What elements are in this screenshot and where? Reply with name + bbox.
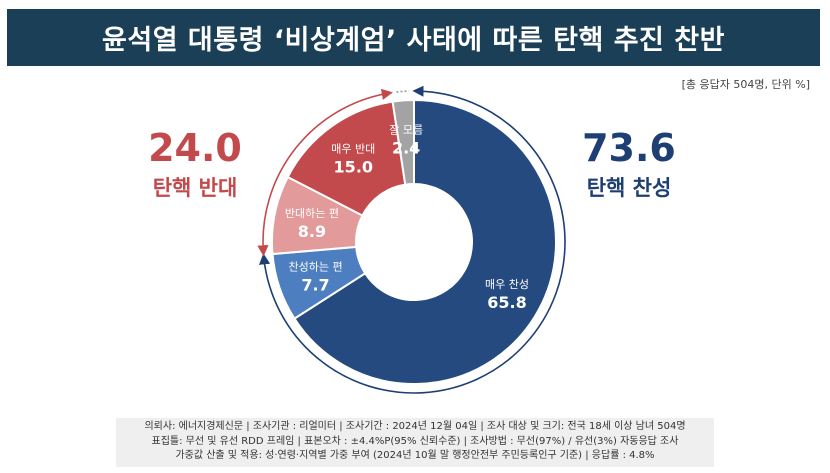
oppose-bracket-arc	[257, 88, 393, 257]
slice-value-매우-반대: 15.0	[334, 158, 373, 177]
slice-value-매우-찬성: 65.8	[487, 293, 526, 312]
support-bracket-arc	[259, 85, 566, 394]
title-banner: 윤석열 대통령 ‘비상계엄’ 사태에 따른 탄핵 추진 찬반	[7, 9, 820, 66]
support-total-label: 탄핵 찬성	[586, 176, 672, 200]
survey-info-line-1: 의뢰사: 에너지경제신문 | 조사기관 : 리얼미터 | 조사기간 : 2024…	[144, 421, 686, 432]
survey-info-line-2: 표집틀: 무선 및 유선 RDD 프레임 | 표본오차 : ±4.4%P(95%…	[151, 435, 679, 447]
survey-info-line-3: 가중값 산출 및 적용: 성·연령·지역별 가중 부여 (2024년 10월 말…	[175, 450, 655, 461]
slice-label-매우-찬성: 매우 찬성	[485, 277, 529, 291]
slice-매우-찬성	[293, 98, 557, 385]
sample-unit-note: [총 응답자 504명, 단위 %]	[681, 78, 810, 91]
slice-label-잘-모름: 잘 모름	[389, 123, 423, 136]
survey-footer: 의뢰사: 에너지경제신문 | 조사기관 : 리얼미터 | 조사기간 : 2024…	[0, 418, 830, 468]
slice-value-반대하는-편: 8.9	[298, 222, 326, 241]
group-bracket-arcs	[257, 85, 566, 394]
slice-label-반대하는-편: 반대하는 편	[285, 206, 339, 220]
slice-value-찬성하는-편: 7.7	[301, 275, 329, 294]
slice-value-잘-모름: 2.4	[392, 138, 420, 157]
support-total-value: 73.6	[582, 126, 676, 170]
unknown-bracket-arc	[396, 90, 409, 93]
donut-chart: 매우 찬성 65.8 찬성하는 편 7.7 반대하는 편 8.9 매우 반대 15.0 잘 모름…	[257, 85, 566, 394]
oppose-total-label: 탄핵 반대	[152, 176, 238, 200]
slice-label-매우-반대: 매우 반대	[331, 143, 375, 156]
oppose-total-value: 24.0	[148, 126, 242, 170]
page-title: 윤석열 대통령 ‘비상계엄’ 사태에 따른 탄핵 추진 찬반	[102, 25, 725, 56]
slice-label-찬성하는-편: 찬성하는 편	[288, 259, 342, 273]
survey-info-box: 의뢰사: 에너지경제신문 | 조사기관 : 리얼미터 | 조사기간 : 2024…	[116, 418, 714, 467]
